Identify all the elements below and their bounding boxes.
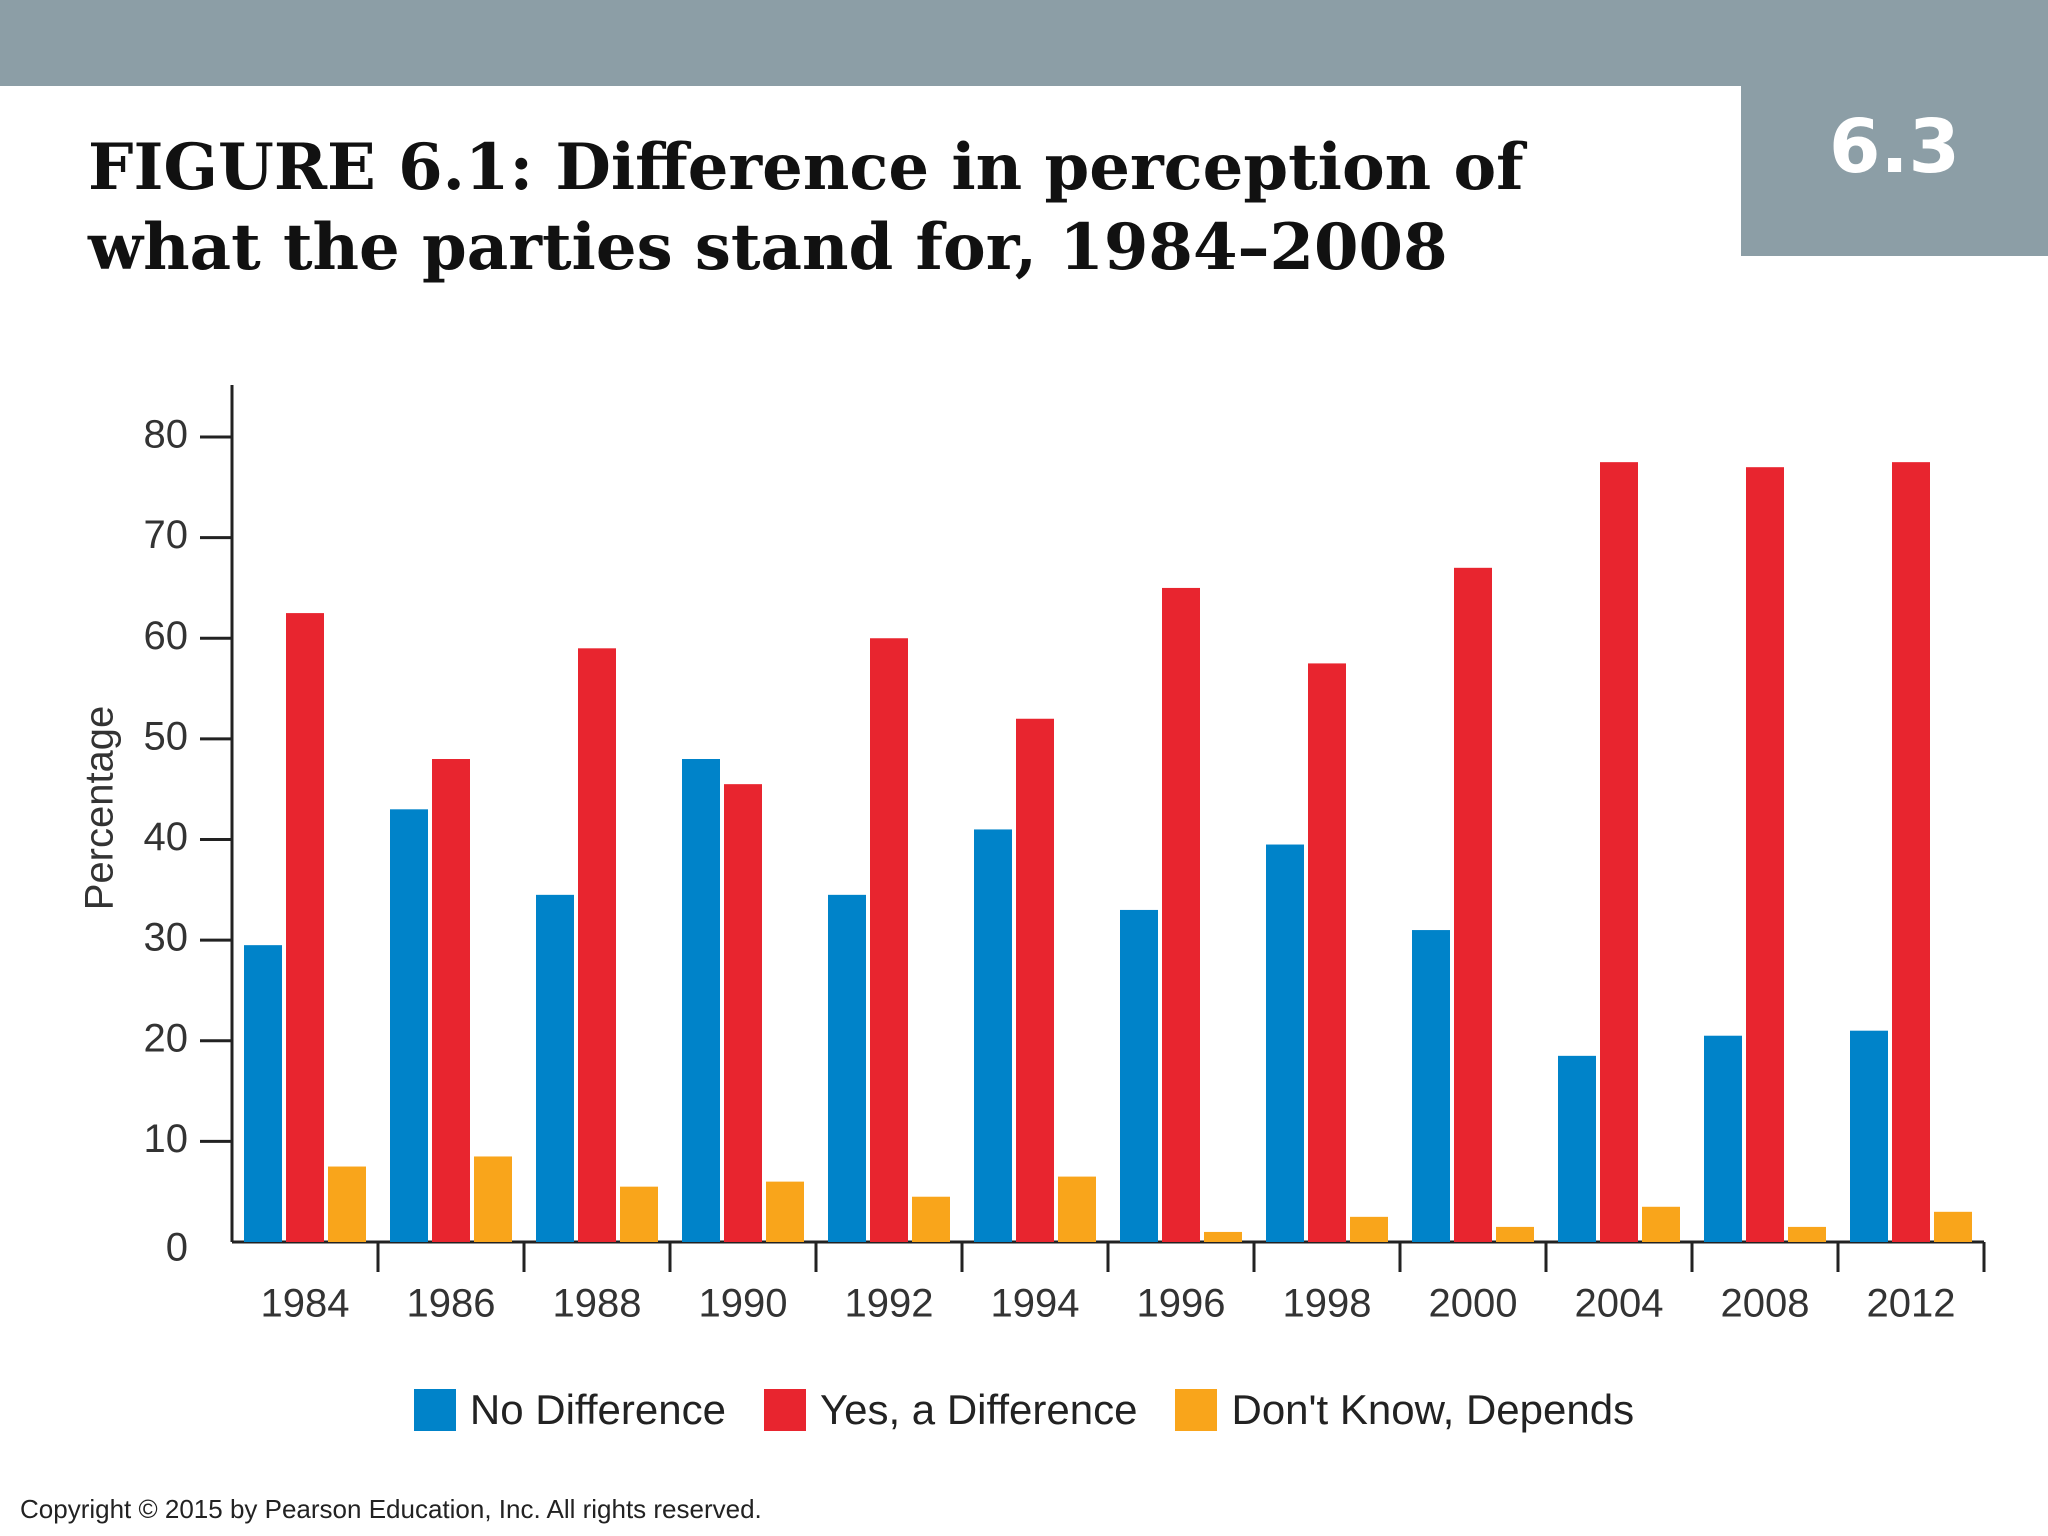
x-tick-label: 1990 bbox=[699, 1282, 788, 1326]
legend-swatch-dont-know bbox=[1175, 1389, 1218, 1431]
bar-don-t-know-depends-1990 bbox=[766, 1181, 804, 1242]
figure-title: FIGURE 6.1: Difference in perception of … bbox=[88, 128, 1708, 288]
bar-don-t-know-depends-2000 bbox=[1496, 1226, 1534, 1242]
bar-no-difference-1998 bbox=[1266, 844, 1304, 1242]
bar-don-t-know-depends-2012 bbox=[1934, 1211, 1972, 1242]
x-tick-label: 1984 bbox=[261, 1282, 350, 1326]
bar-don-t-know-depends-1996 bbox=[1204, 1231, 1242, 1242]
y-tick-label: 80 bbox=[144, 413, 189, 457]
bar-don-t-know-depends-1988 bbox=[620, 1186, 658, 1242]
bar-yes-a-difference-1984 bbox=[286, 613, 324, 1242]
bar-no-difference-1984 bbox=[244, 945, 282, 1242]
y-tick-label: 10 bbox=[144, 1117, 189, 1161]
figure-title-line1: FIGURE 6.1: Difference in perception of bbox=[88, 130, 1524, 205]
x-tick-label: 1988 bbox=[553, 1282, 642, 1326]
section-number: 6.3 bbox=[1828, 104, 1961, 190]
bar-don-t-know-depends-1992 bbox=[912, 1196, 950, 1242]
x-tick-label: 1992 bbox=[845, 1282, 934, 1326]
bar-no-difference-2000 bbox=[1412, 930, 1450, 1242]
bar-don-t-know-depends-2008 bbox=[1788, 1226, 1826, 1242]
y-tick-label: 0 bbox=[166, 1226, 188, 1270]
y-tick-label: 50 bbox=[144, 714, 189, 758]
bar-don-t-know-depends-1994 bbox=[1058, 1176, 1096, 1242]
legend-label-yes-difference: Yes, a Difference bbox=[819, 1386, 1138, 1433]
bar-don-t-know-depends-1984 bbox=[328, 1166, 366, 1242]
x-tick-label: 1986 bbox=[407, 1282, 496, 1326]
y-tick-label: 20 bbox=[144, 1016, 189, 1060]
bar-no-difference-1996 bbox=[1120, 909, 1158, 1242]
section-badge bbox=[1741, 86, 2048, 256]
bar-no-difference-1990 bbox=[682, 759, 720, 1242]
x-tick-label: 2000 bbox=[1429, 1282, 1518, 1326]
legend-swatch-no-difference bbox=[413, 1389, 456, 1431]
x-tick-label: 2004 bbox=[1575, 1282, 1664, 1326]
bar-no-difference-2004 bbox=[1558, 1055, 1596, 1242]
bar-don-t-know-depends-2004 bbox=[1642, 1206, 1680, 1242]
copyright-notice: Copyright © 2015 by Pearson Education, I… bbox=[20, 1494, 762, 1524]
legend-item-dont-know: Don't Know, Depends bbox=[1175, 1386, 1634, 1434]
x-tick-label: 1994 bbox=[991, 1282, 1080, 1326]
y-tick-label: 30 bbox=[144, 916, 189, 960]
bar-yes-a-difference-1986 bbox=[432, 759, 470, 1242]
legend-swatch-yes-difference bbox=[763, 1389, 806, 1431]
bar-no-difference-2012 bbox=[1850, 1030, 1888, 1242]
legend-item-no-difference: No Difference bbox=[413, 1386, 726, 1434]
bar-yes-a-difference-1988 bbox=[578, 648, 616, 1242]
bar-yes-a-difference-1998 bbox=[1308, 663, 1346, 1242]
bar-yes-a-difference-1990 bbox=[724, 784, 762, 1242]
legend-label-dont-know: Don't Know, Depends bbox=[1231, 1386, 1635, 1433]
bar-yes-a-difference-1992 bbox=[870, 638, 908, 1242]
bar-yes-a-difference-2008 bbox=[1746, 467, 1784, 1242]
y-tick-label: 70 bbox=[144, 513, 189, 557]
bar-no-difference-1988 bbox=[536, 894, 574, 1242]
legend-item-yes-difference: Yes, a Difference bbox=[763, 1386, 1138, 1434]
x-tick-label: 2012 bbox=[1867, 1282, 1956, 1326]
x-tick-label: 1996 bbox=[1137, 1282, 1226, 1326]
bar-don-t-know-depends-1998 bbox=[1350, 1216, 1388, 1242]
figure-title-line2: what the parties stand for, 1984–2008 bbox=[88, 210, 1448, 285]
bar-don-t-know-depends-1986 bbox=[474, 1156, 512, 1242]
bar-yes-a-difference-2004 bbox=[1600, 462, 1638, 1242]
bar-no-difference-1986 bbox=[390, 809, 428, 1242]
bar-yes-a-difference-2000 bbox=[1454, 567, 1492, 1242]
y-tick-label: 60 bbox=[144, 614, 189, 658]
bar-no-difference-1992 bbox=[828, 894, 866, 1242]
x-tick-label: 2008 bbox=[1721, 1282, 1810, 1326]
chart-legend: No Difference Yes, a Difference Don't Kn… bbox=[0, 1380, 2048, 1440]
bar-yes-a-difference-2012 bbox=[1892, 462, 1930, 1242]
bar-yes-a-difference-1994 bbox=[1016, 718, 1054, 1242]
y-axis-title: Percentage bbox=[78, 706, 122, 911]
bar-no-difference-2008 bbox=[1704, 1035, 1742, 1242]
bar-chart: 0 10 20 30 40 50 60 70 80 Percentage 1984 1986 1988 1… bbox=[78, 385, 1986, 1326]
x-tick-label: 1998 bbox=[1283, 1282, 1372, 1326]
bar-no-difference-1994 bbox=[974, 829, 1012, 1242]
y-tick-label: 40 bbox=[144, 815, 189, 859]
top-band bbox=[0, 0, 2048, 86]
legend-label-no-difference: No Difference bbox=[469, 1386, 726, 1433]
bar-yes-a-difference-1996 bbox=[1162, 587, 1200, 1242]
